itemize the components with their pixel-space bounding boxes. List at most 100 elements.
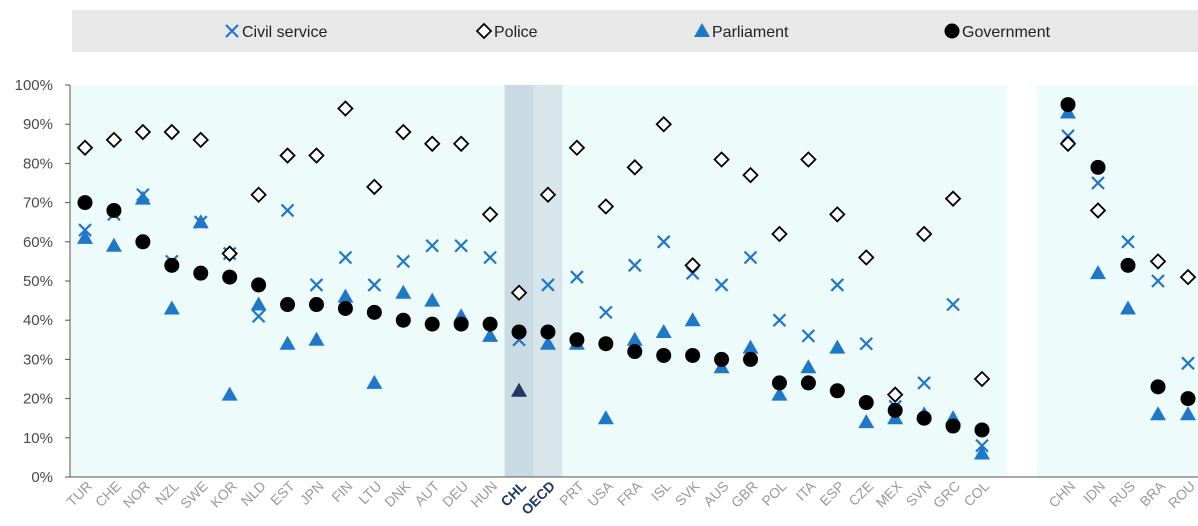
y-tick-label: 0% <box>31 469 53 486</box>
point-government-pol <box>771 375 787 391</box>
point-government-ita <box>800 375 816 391</box>
x-tick-label-mex: MEX <box>873 477 906 510</box>
point-parliament-hun <box>482 327 499 342</box>
point-police-ita <box>800 151 817 168</box>
point-police-ltu <box>366 178 383 196</box>
legend-background <box>72 10 1198 52</box>
x-tick-label-hun: HUN <box>467 478 500 511</box>
point-civil-service-fin <box>338 250 353 265</box>
point-government-svn <box>916 410 932 426</box>
highlight-band-oecd <box>533 85 563 477</box>
y-tick-label: 60% <box>23 234 53 251</box>
x-tick-label-jpn: JPN <box>297 478 327 508</box>
x-tick-label-svk: SVK <box>672 477 704 509</box>
point-police-rou <box>1179 268 1197 286</box>
point-police-chn <box>1059 135 1077 153</box>
point-government-hun <box>482 316 498 332</box>
point-police-fra <box>626 159 644 176</box>
point-parliament-usa <box>597 410 614 425</box>
point-civil-service-est <box>280 203 295 218</box>
point-parliament-svk <box>684 312 701 327</box>
point-police-grc <box>944 190 962 207</box>
point-parliament-est <box>279 335 296 350</box>
point-police-svk <box>684 257 701 274</box>
x-tick-label-nor: NOR <box>120 478 153 511</box>
point-government-dnk <box>395 312 411 328</box>
legend-label-government: Government <box>962 24 1051 41</box>
x-tick-label-deu: DEU <box>439 478 471 510</box>
point-civil-service-deu <box>454 238 468 253</box>
point-civil-service-hun <box>483 250 497 265</box>
y-tick-label: 70% <box>23 195 53 212</box>
point-police-mex <box>886 386 904 403</box>
point-civil-service-oecd <box>541 278 555 292</box>
x-tick-label-dnk: DNK <box>381 477 414 510</box>
point-police-nld <box>250 186 267 204</box>
point-parliament-nzl <box>163 300 180 315</box>
point-government-idn <box>1090 159 1106 175</box>
point-parliament-gbr <box>742 339 759 354</box>
legend-marker-parliament <box>694 23 710 37</box>
point-police-bra <box>1149 253 1167 270</box>
y-tick-label: 10% <box>23 430 53 447</box>
point-police-gbr <box>742 166 759 184</box>
x-tick-label-bra: BRA <box>1136 477 1168 509</box>
point-civil-service-aus <box>714 278 729 292</box>
point-police-nor <box>134 123 152 141</box>
point-parliament-col <box>974 445 990 460</box>
point-parliament-ltu <box>366 374 383 389</box>
x-tick-label-grc: GRC <box>930 478 963 511</box>
y-tick-label: 30% <box>23 351 53 368</box>
point-civil-service-tur <box>78 223 92 237</box>
x-tick-label-cze: CZE <box>845 478 876 509</box>
data-marks <box>76 97 1197 460</box>
point-civil-service-bra <box>1151 274 1165 288</box>
point-government-tur <box>77 195 93 211</box>
point-parliament-idn <box>1090 265 1106 280</box>
point-parliament-jpn <box>308 331 325 346</box>
x-tick-label-esp: ESP <box>816 478 847 509</box>
y-tick-label: 50% <box>23 273 53 290</box>
point-government-usa <box>598 336 614 352</box>
point-parliament-pol <box>771 386 788 401</box>
point-government-oecd <box>540 324 556 340</box>
point-government-isl <box>656 347 672 363</box>
point-police-cze <box>857 249 875 266</box>
series-government <box>77 97 1196 438</box>
highlight-band-chl <box>504 85 534 477</box>
point-government-esp <box>829 383 845 399</box>
point-parliament-bra <box>1150 406 1166 421</box>
x-tick-label-oecd: OECD <box>518 478 558 518</box>
point-parliament-dnk <box>395 284 412 299</box>
point-parliament-oecd <box>539 335 556 350</box>
legend-label-police: Police <box>494 24 538 41</box>
point-parliament-tur <box>77 229 93 244</box>
point-police-aus <box>713 151 730 168</box>
point-police-kor <box>221 245 238 262</box>
point-government-nor <box>135 234 151 250</box>
point-police-svn <box>915 225 933 243</box>
y-tick-label: 40% <box>23 312 53 329</box>
point-parliament-rou <box>1180 406 1196 421</box>
point-civil-service-rou <box>1181 356 1195 371</box>
point-civil-service-nor <box>136 187 150 202</box>
point-government-col <box>974 422 990 438</box>
point-government-mex <box>887 402 903 418</box>
point-civil-service-idn <box>1091 176 1105 190</box>
point-civil-service-ita <box>801 329 816 343</box>
point-government-aus <box>714 351 730 367</box>
point-government-chl <box>511 324 527 340</box>
point-civil-service-swe <box>193 215 208 229</box>
point-civil-service-usa <box>599 305 613 320</box>
x-tick-label-idn: IDN <box>1080 478 1108 506</box>
x-tick-label-pol: POL <box>758 478 789 509</box>
point-government-kor <box>222 269 238 285</box>
point-government-aut <box>424 316 440 332</box>
x-tick-label-usa: USA <box>584 477 616 509</box>
point-civil-service-rus <box>1121 235 1135 249</box>
x-tick-label-aut: AUT <box>411 477 442 508</box>
point-parliament-nld <box>250 296 267 311</box>
x-tick-label-tur: TUR <box>63 478 95 510</box>
x-tick-label-che: CHE <box>92 478 124 510</box>
